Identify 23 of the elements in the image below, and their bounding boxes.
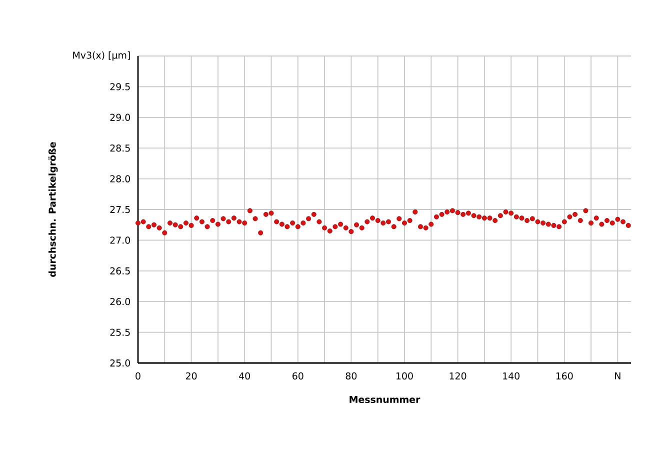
x-axis-title: Messnummer	[350, 396, 420, 404]
x-tick-label: 120	[450, 372, 466, 380]
y-tick-label: 28.5	[110, 144, 130, 152]
x-tick-label: 0	[136, 372, 140, 380]
y-tick-label: 26.0	[110, 298, 130, 306]
x-tick-label: 20	[186, 372, 197, 380]
y-tick-label: 28.0	[110, 175, 130, 182]
y-tick-label: Mv3(x) [µm]	[73, 51, 130, 61]
y-tick-label: 27.0	[110, 236, 130, 244]
x-tick-label: N	[615, 372, 620, 380]
x-tick-label: 160	[556, 372, 573, 380]
y-tick-label: 27.5	[110, 206, 130, 214]
x-tick-label: 140	[503, 372, 520, 380]
y-tick-label: 29.5	[110, 83, 130, 90]
y-tick-label: 25.5	[110, 328, 130, 336]
x-tick-label: 40	[239, 372, 250, 380]
y-axis-title: durchschn. Partikelgröße	[48, 142, 58, 277]
x-tick-label: 60	[292, 372, 304, 380]
x-tick-label: 80	[346, 372, 357, 380]
y-tick-label: 26.5	[110, 267, 130, 274]
y-tick-label: 25.0	[110, 359, 130, 367]
x-tick-label: 100	[396, 372, 413, 380]
y-tick-label: 29.0	[110, 114, 130, 121]
